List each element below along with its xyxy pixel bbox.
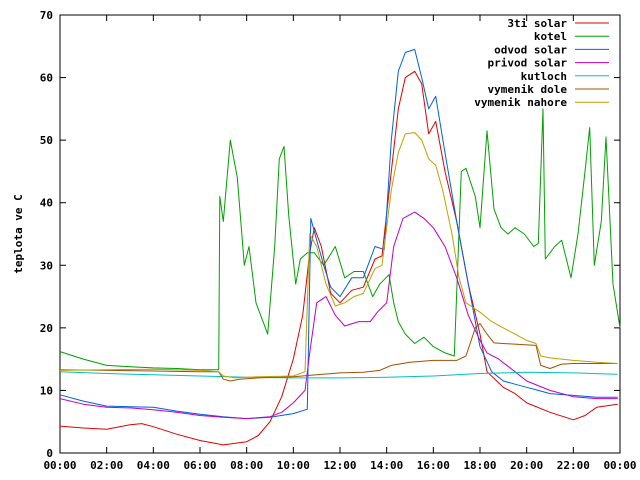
y-tick-label: 20 bbox=[40, 322, 53, 335]
x-tick-label: 08:00 bbox=[230, 459, 263, 472]
x-tick-label: 00:00 bbox=[43, 459, 76, 472]
y-tick-label: 40 bbox=[40, 197, 53, 210]
y-tick-label: 0 bbox=[46, 447, 53, 460]
x-tick-label: 20:00 bbox=[510, 459, 543, 472]
legend-label-vymenik-nahore: vymenik nahore bbox=[474, 96, 567, 109]
series-lines bbox=[59, 48, 621, 446]
y-tick-label: 70 bbox=[40, 9, 53, 22]
series-line-kotel bbox=[59, 108, 621, 371]
x-tick-label: 16:00 bbox=[417, 459, 450, 472]
y-tick-label: 60 bbox=[40, 72, 53, 85]
x-tick-label: 18:00 bbox=[463, 459, 496, 472]
x-tick-label: 22:00 bbox=[557, 459, 590, 472]
series-line-privod-solar bbox=[59, 211, 618, 420]
x-tick-label: 02:00 bbox=[90, 459, 123, 472]
x-tick-label: 04:00 bbox=[137, 459, 170, 472]
legend-label-odvod-solar: odvod solar bbox=[494, 43, 567, 56]
series-line-vymenik-nahore bbox=[59, 132, 618, 379]
x-tick-label: 14:00 bbox=[370, 459, 403, 472]
legend-label-3ti-solar: 3ti solar bbox=[507, 17, 567, 30]
series-line-3ti-solar bbox=[59, 70, 618, 446]
legend-label-kutloch: kutloch bbox=[521, 70, 567, 83]
legend-label-vymenik-dole: vymenik dole bbox=[488, 83, 568, 96]
x-tick-label: 10:00 bbox=[277, 459, 310, 472]
series-line-vymenik-dole bbox=[59, 323, 618, 382]
axes: 0 10 20 30 40 50 60 70 00:00 02:00 04:00 06:00 08:00… bbox=[40, 9, 637, 472]
x-tick-label: 12:00 bbox=[323, 459, 356, 472]
x-tick-label: 06:00 bbox=[183, 459, 216, 472]
legend-label-privod-solar: privod solar bbox=[488, 57, 568, 70]
y-tick-label: 10 bbox=[40, 384, 53, 397]
x-tick-label: 00:00 bbox=[603, 459, 636, 472]
y-axis-label: teplota ve C bbox=[12, 194, 25, 273]
series-line-kutloch bbox=[59, 371, 618, 379]
legend-label-kotel: kotel bbox=[534, 30, 567, 43]
y-tick-label: 30 bbox=[40, 259, 53, 272]
y-tick-label: 50 bbox=[40, 134, 53, 147]
